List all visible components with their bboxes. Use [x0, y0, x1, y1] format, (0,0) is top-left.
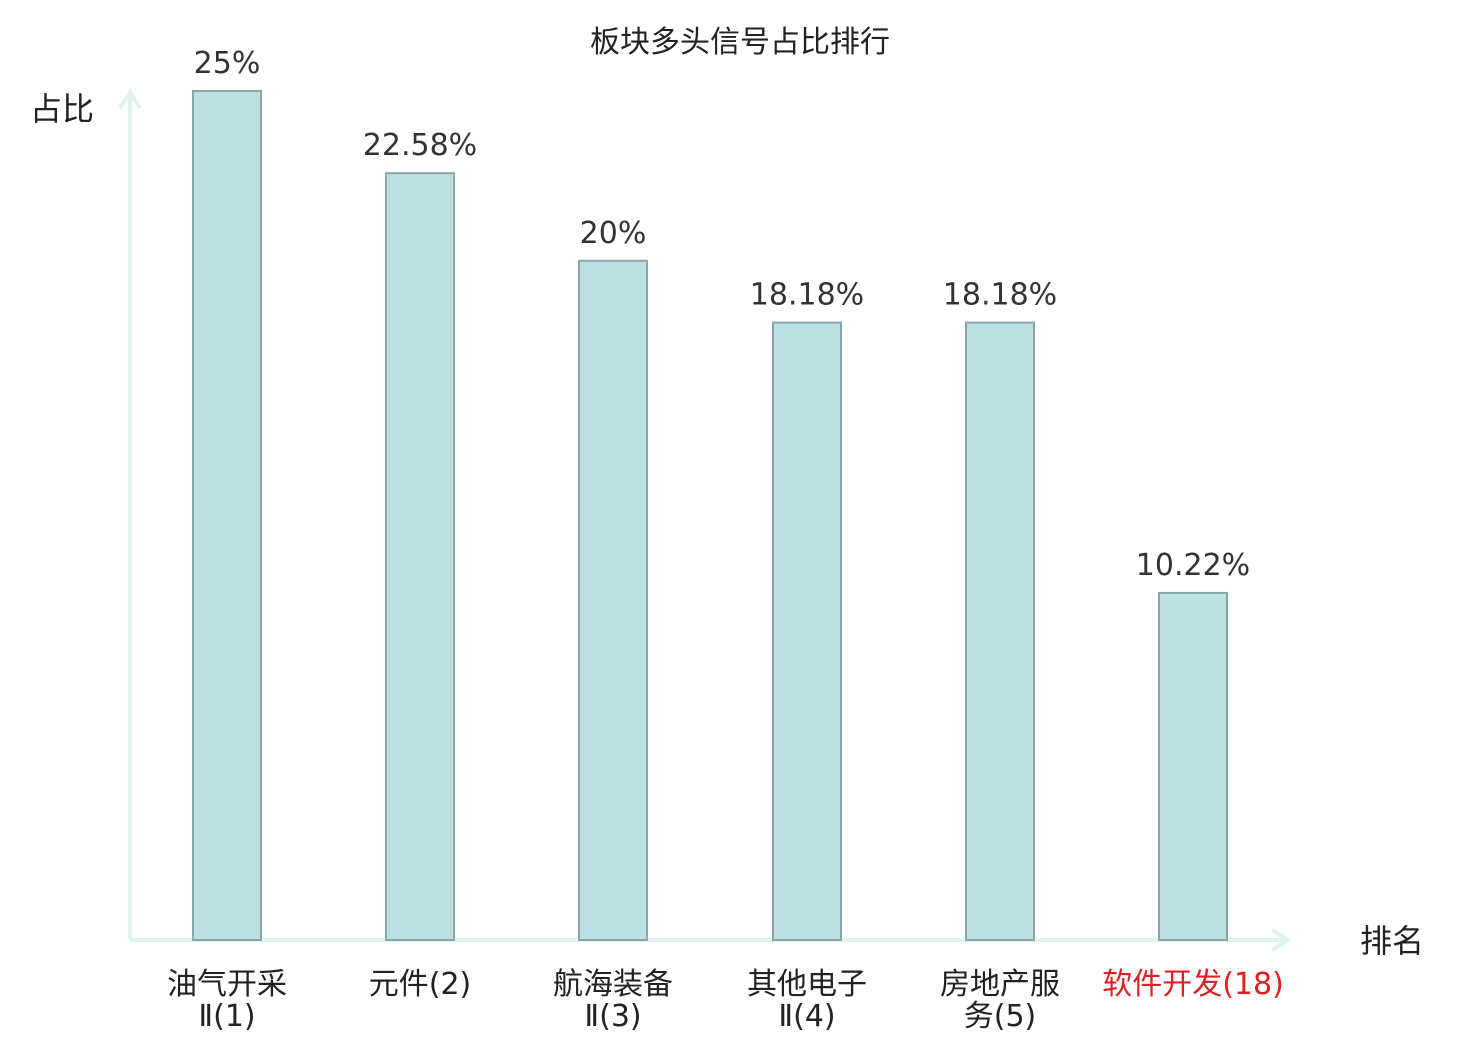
value-label-6: 10.22%	[1136, 548, 1250, 583]
bar-1	[192, 90, 262, 941]
value-label-1: 25%	[194, 46, 261, 81]
value-label-3: 20%	[580, 216, 647, 251]
y-axis-arrow	[118, 88, 142, 110]
x-axis-label: 排名	[1360, 922, 1424, 960]
bar-6	[1158, 591, 1228, 941]
bar-3	[578, 259, 648, 941]
value-label-4: 18.18%	[750, 278, 864, 313]
category-label-1-line-2: Ⅱ(1)	[198, 999, 255, 1034]
value-label-2: 22.58%	[363, 128, 477, 163]
x-axis-arrow	[1270, 928, 1292, 952]
bar-4	[772, 321, 842, 942]
category-label-5-line-1: 房地产服	[940, 967, 1060, 1002]
value-labels-group: 25% 22.58% 20% 18.18% 18.18% 10.22%	[194, 46, 1251, 583]
value-label-5: 18.18%	[943, 278, 1057, 313]
category-label-2: 元件(2)	[369, 967, 472, 1002]
category-label-6: 软件开发(18)	[1102, 967, 1284, 1002]
bars-group	[192, 90, 1228, 942]
bar-5	[965, 321, 1035, 942]
category-label-4-line-1: 其他电子	[747, 967, 867, 1002]
category-label-3-line-1: 航海装备	[553, 967, 673, 1002]
chart-title: 板块多头信号占比排行	[590, 25, 890, 60]
category-label-3-line-2: Ⅱ(3)	[584, 999, 641, 1034]
category-label-1-line-1: 油气开采	[167, 967, 287, 1002]
category-label-5-line-2: 务(5)	[964, 999, 1037, 1034]
category-label-4-line-2: Ⅱ(4)	[778, 999, 835, 1034]
y-axis-label: 占比	[30, 90, 94, 128]
bar-2	[385, 172, 455, 941]
